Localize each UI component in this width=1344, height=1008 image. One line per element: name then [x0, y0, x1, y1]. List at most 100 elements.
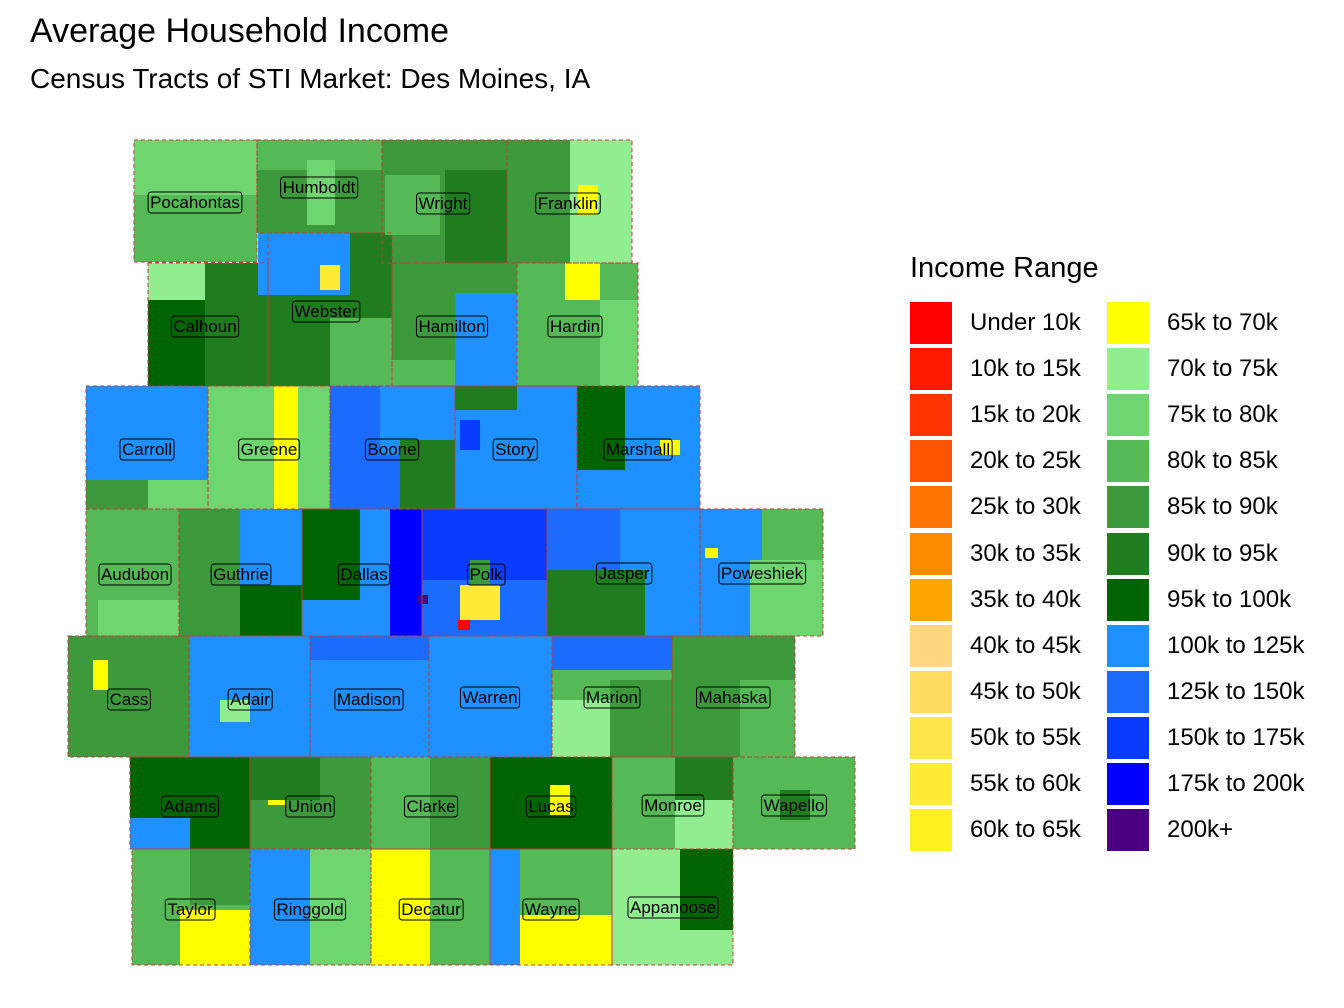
- county-label-audubon: Audubon: [98, 563, 172, 586]
- chart-title: Average Household Income: [30, 12, 449, 50]
- census-tract: [550, 785, 570, 815]
- county-label-carroll: Carroll: [119, 438, 175, 461]
- svg-text:Calhoun: Calhoun: [173, 317, 236, 336]
- county-label-greene: Greene: [238, 438, 300, 461]
- census-tract: [371, 849, 430, 965]
- legend-label: 30k to 35k: [970, 539, 1081, 567]
- legend-label: 15k to 20k: [970, 401, 1081, 429]
- legend-swatch: [1107, 763, 1149, 805]
- census-tract: [600, 300, 638, 386]
- county-label-hardin: Hardin: [547, 315, 603, 338]
- legend-swatch: [910, 624, 952, 667]
- svg-text:Monroe: Monroe: [644, 796, 702, 815]
- county-label-humboldt: Humboldt: [280, 176, 359, 199]
- legend-label: 35k to 40k: [970, 585, 1081, 613]
- census-tract: [418, 595, 428, 604]
- legend-item: 35k to 40k: [910, 578, 1081, 621]
- legend-label: 40k to 45k: [970, 631, 1081, 659]
- county-border: [329, 385, 456, 510]
- legend-swatch: [910, 578, 952, 621]
- legend-label: 10k to 15k: [970, 355, 1081, 383]
- legend-label: 60k to 65k: [970, 816, 1081, 844]
- county-label-hamilton: Hamilton: [415, 315, 489, 338]
- census-tract: [552, 636, 672, 670]
- svg-text:Marshall: Marshall: [606, 440, 670, 459]
- legend-item: 85k to 90k: [1107, 486, 1278, 529]
- census-tract: [250, 757, 320, 800]
- census-tract: [93, 660, 108, 690]
- svg-text:Wayne: Wayne: [525, 900, 577, 919]
- census-tract: [86, 480, 148, 509]
- legend-swatch: [910, 486, 952, 529]
- county-label-wayne: Wayne: [522, 898, 580, 921]
- census-tract: [250, 849, 310, 965]
- legend-item: 25k to 30k: [910, 486, 1081, 529]
- legend-item: 30k to 35k: [910, 532, 1081, 575]
- svg-text:Cass: Cass: [110, 690, 149, 709]
- legend-swatch: [910, 670, 952, 713]
- county-label-lucas: Lucas: [525, 795, 577, 818]
- svg-text:Taylor: Taylor: [167, 900, 213, 919]
- county-border: [249, 756, 372, 850]
- legend-swatch: [1107, 809, 1149, 852]
- county-border: [671, 635, 796, 758]
- county-label-poweshiek: Poweshiek: [718, 562, 807, 585]
- county-border: [309, 635, 430, 758]
- legend-label: 85k to 90k: [1167, 493, 1278, 521]
- census-tract: [762, 509, 823, 560]
- legend-swatch: [1107, 394, 1149, 437]
- legend-swatch: [1107, 532, 1149, 575]
- legend-item: 45k to 50k: [910, 670, 1081, 713]
- legend-item: 65k to 70k: [1107, 302, 1278, 344]
- census-tract: [750, 560, 823, 636]
- legend-label: 90k to 95k: [1167, 539, 1278, 567]
- census-tract: [430, 849, 490, 965]
- census-tract: [455, 386, 517, 410]
- county-label-clarke: Clarke: [403, 795, 459, 818]
- legend-swatch: [910, 763, 952, 805]
- legend-item: 125k to 150k: [1107, 670, 1304, 713]
- census-tract: [740, 680, 795, 757]
- legend-label: 95k to 100k: [1167, 585, 1292, 613]
- county-label-monroe: Monroe: [641, 794, 705, 817]
- legend-item: 200k+: [1107, 809, 1234, 852]
- legend-swatch: [910, 302, 952, 344]
- county-cass: [67, 635, 190, 758]
- svg-text:Webster: Webster: [295, 302, 358, 321]
- legend-label: 100k to 125k: [1167, 631, 1305, 659]
- legend-swatch: [1107, 624, 1149, 667]
- legend-item: 20k to 25k: [910, 440, 1081, 483]
- census-tract: [660, 440, 680, 455]
- legend-label: 50k to 55k: [970, 723, 1081, 751]
- census-tract: [470, 560, 490, 585]
- census-tract: [134, 140, 257, 195]
- census-tract: [382, 140, 475, 175]
- county-label-dallas: Dallas: [337, 563, 391, 586]
- legend-swatch: [1107, 578, 1149, 621]
- county-label-jasper: Jasper: [595, 562, 653, 585]
- census-tract: [310, 900, 371, 965]
- legend-item: 80k to 85k: [1107, 440, 1278, 483]
- county-label-guthrie: Guthrie: [210, 563, 272, 586]
- legend-label: 25k to 30k: [970, 493, 1081, 521]
- svg-text:Humboldt: Humboldt: [283, 178, 356, 197]
- svg-text:Pocahontas: Pocahontas: [150, 193, 240, 212]
- census-tract: [520, 849, 612, 915]
- census-tract: [455, 293, 517, 386]
- census-tract: [371, 757, 430, 849]
- census-tract: [458, 620, 470, 630]
- legend-label: 20k to 25k: [970, 447, 1081, 475]
- census-tract: [148, 480, 208, 509]
- county-border: [732, 756, 856, 850]
- legend-label: 70k to 75k: [1167, 355, 1278, 383]
- county-border: [391, 262, 518, 387]
- county-label-decatur: Decatur: [398, 898, 464, 921]
- census-tract: [577, 470, 700, 509]
- county-border: [370, 848, 491, 966]
- legend-label: Under 10k: [970, 309, 1081, 336]
- legend-label: 200k+: [1167, 816, 1234, 844]
- legend-item: 95k to 100k: [1107, 578, 1292, 621]
- svg-text:Ringgold: Ringgold: [276, 900, 343, 919]
- legend-label: 65k to 70k: [1167, 309, 1278, 336]
